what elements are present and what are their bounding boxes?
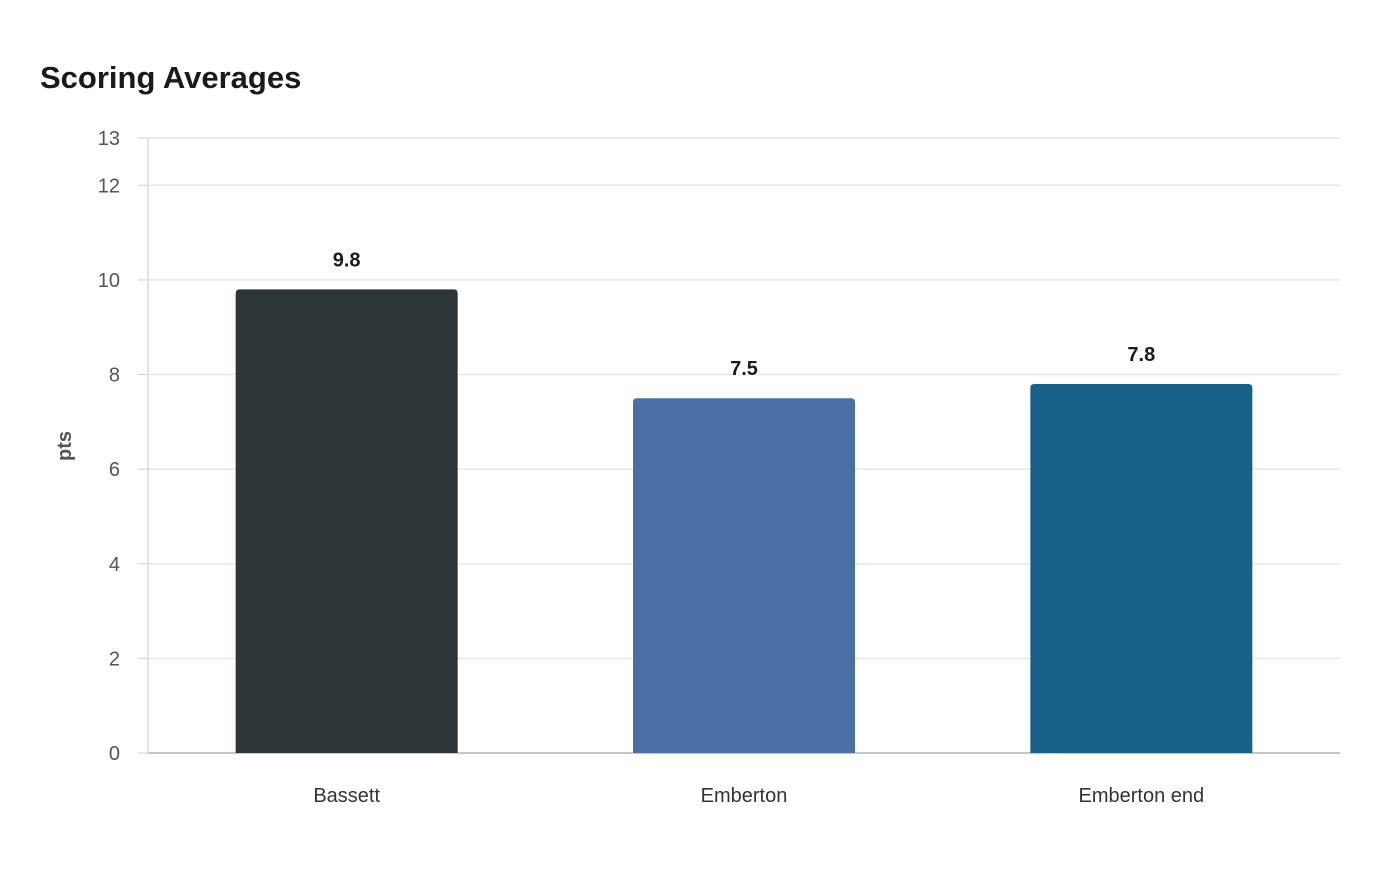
x-tick-label: Emberton end xyxy=(1079,785,1205,807)
y-tick-label: 2 xyxy=(109,648,120,670)
y-tick-label: 0 xyxy=(109,743,120,765)
y-tick-label: 12 xyxy=(98,175,120,197)
data-label: 7.8 xyxy=(1127,344,1155,366)
y-axis-title: pts xyxy=(54,431,76,461)
bar-emberton-end[interactable] xyxy=(1030,384,1252,753)
y-tick-label: 10 xyxy=(98,270,120,292)
data-label: 7.5 xyxy=(730,358,758,380)
y-tick-label: 13 xyxy=(98,128,120,150)
bar-emberton[interactable] xyxy=(633,398,855,753)
y-tick-label: 6 xyxy=(109,459,120,481)
bar-bassett[interactable] xyxy=(236,289,458,753)
data-label: 9.8 xyxy=(333,249,361,271)
x-tick-label: Bassett xyxy=(313,785,380,807)
x-tick-label: Emberton xyxy=(701,785,788,807)
y-tick-label: 4 xyxy=(109,554,120,576)
y-tick-label: 8 xyxy=(109,365,120,387)
